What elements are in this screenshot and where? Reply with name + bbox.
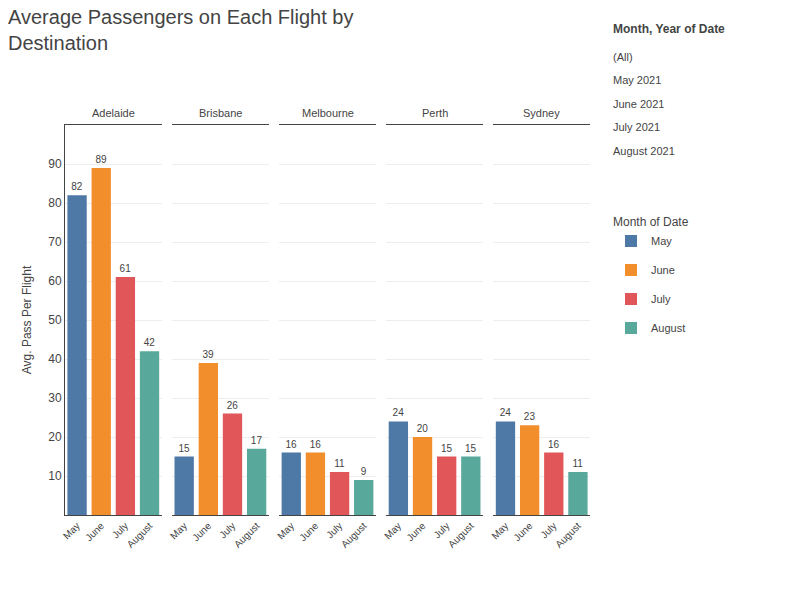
svg-text:May: May (61, 520, 82, 541)
svg-text:15: 15 (441, 443, 453, 454)
svg-text:80: 80 (48, 196, 62, 210)
svg-text:July 2021: July 2021 (613, 121, 660, 133)
svg-text:26: 26 (227, 400, 239, 411)
svg-text:Brisbane: Brisbane (199, 107, 242, 119)
svg-text:20: 20 (417, 423, 429, 434)
svg-text:June: June (190, 520, 213, 543)
svg-text:Month, Year of Date: Month, Year of Date (613, 22, 725, 36)
svg-text:16: 16 (310, 439, 322, 450)
svg-text:20: 20 (48, 430, 62, 444)
svg-text:June: June (404, 520, 427, 543)
svg-text:August: August (232, 520, 262, 550)
svg-text:9: 9 (361, 466, 367, 477)
svg-text:August: August (339, 520, 369, 550)
svg-text:May 2021: May 2021 (613, 74, 661, 86)
svg-text:August: August (446, 520, 476, 550)
svg-text:June 2021: June 2021 (613, 98, 664, 110)
svg-text:June: June (83, 520, 106, 543)
svg-text:11: 11 (334, 458, 345, 469)
svg-text:10: 10 (48, 469, 62, 483)
svg-text:23: 23 (524, 411, 536, 422)
svg-text:16: 16 (285, 439, 297, 450)
svg-text:Average Passengers on Each Fli: Average Passengers on Each Flight byDest… (8, 6, 353, 54)
svg-text:89: 89 (95, 154, 107, 165)
svg-text:30: 30 (48, 391, 62, 405)
svg-text:Sydney: Sydney (523, 107, 560, 119)
svg-text:May: May (168, 520, 189, 541)
svg-text:June: June (651, 264, 675, 276)
svg-text:May: May (275, 520, 296, 541)
svg-text:Perth: Perth (422, 107, 448, 119)
svg-text:40: 40 (48, 352, 62, 366)
svg-text:July: July (538, 520, 558, 540)
svg-text:82: 82 (71, 181, 83, 192)
svg-text:July: July (324, 520, 344, 540)
svg-text:July: July (431, 520, 451, 540)
svg-text:August: August (553, 520, 583, 550)
svg-text:May: May (489, 520, 510, 541)
svg-text:May: May (651, 235, 672, 247)
svg-text:Avg. Pass Per Flight: Avg. Pass Per Flight (20, 265, 34, 374)
svg-text:May: May (382, 520, 403, 541)
svg-text:August: August (125, 520, 155, 550)
svg-text:August: August (651, 322, 685, 334)
svg-text:Month of Date: Month of Date (613, 215, 689, 229)
svg-text:60: 60 (48, 274, 62, 288)
svg-text:50: 50 (48, 313, 62, 327)
svg-text:15: 15 (465, 443, 477, 454)
svg-text:July: July (217, 520, 237, 540)
svg-text:June: June (297, 520, 320, 543)
svg-text:16: 16 (548, 439, 560, 450)
svg-text:July: July (651, 293, 671, 305)
svg-text:61: 61 (120, 263, 132, 274)
svg-text:24: 24 (393, 407, 405, 418)
svg-text:Melbourne: Melbourne (302, 107, 354, 119)
svg-text:70: 70 (48, 235, 62, 249)
svg-text:Adelaide: Adelaide (92, 107, 135, 119)
svg-text:42: 42 (144, 337, 156, 348)
svg-text:90: 90 (48, 157, 62, 171)
svg-text:39: 39 (203, 349, 215, 360)
svg-text:June: June (511, 520, 534, 543)
svg-text:15: 15 (178, 443, 190, 454)
svg-text:July: July (110, 520, 130, 540)
svg-text:17: 17 (251, 435, 263, 446)
svg-text:24: 24 (500, 407, 512, 418)
svg-text:August 2021: August 2021 (613, 145, 675, 157)
svg-text:11: 11 (573, 458, 584, 469)
svg-text:(All): (All) (613, 51, 633, 63)
